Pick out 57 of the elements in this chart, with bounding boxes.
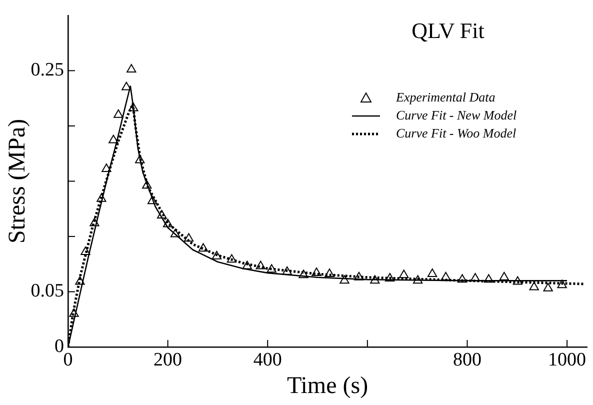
- point: [96, 193, 106, 202]
- point: [198, 243, 208, 252]
- legend-label: Curve Fit - New Model: [396, 107, 517, 122]
- point: [298, 270, 308, 278]
- point: [170, 228, 180, 238]
- x-tick-label: 200: [154, 349, 182, 370]
- point: [370, 275, 380, 284]
- point: [543, 282, 553, 292]
- point: [69, 308, 79, 317]
- y-tick-label: 0.05: [30, 280, 64, 302]
- point: [427, 268, 438, 278]
- point: [312, 267, 322, 276]
- point: [412, 275, 423, 284]
- legend-label: Curve Fit - Woo Model: [396, 125, 516, 140]
- point: [108, 134, 118, 144]
- y-tick-label: 0: [54, 336, 64, 357]
- x-axis-title: Time (s): [286, 372, 368, 399]
- point: [266, 264, 276, 273]
- point: [126, 64, 136, 73]
- point: [114, 109, 124, 118]
- point: [499, 272, 509, 280]
- point: [75, 276, 85, 285]
- x-tick-label: 800: [452, 349, 482, 370]
- point: [529, 282, 539, 290]
- point: [128, 102, 138, 112]
- point: [282, 266, 292, 275]
- point: [156, 210, 167, 218]
- point: [142, 180, 152, 189]
- point: [162, 218, 173, 228]
- point: [226, 254, 237, 263]
- legend-label: Experimental Data: [395, 89, 496, 104]
- point: [80, 246, 90, 255]
- point: [256, 260, 266, 270]
- y-axis-title: Stress (MPa): [4, 118, 31, 244]
- x-tick-label: 400: [253, 349, 282, 370]
- point: [242, 260, 252, 270]
- point: [122, 82, 132, 90]
- point: [557, 280, 567, 288]
- point: [324, 268, 334, 278]
- point: [512, 276, 522, 285]
- point: [135, 154, 145, 164]
- point: [212, 250, 222, 260]
- point: [470, 272, 480, 282]
- point: [385, 272, 395, 282]
- point: [148, 196, 158, 204]
- chart-title: QLV Fit: [412, 18, 484, 43]
- point: [102, 164, 112, 172]
- point: [457, 274, 468, 283]
- point: [340, 275, 350, 284]
- point: [484, 274, 494, 283]
- point: [354, 272, 364, 280]
- y-tick-label: 0.25: [30, 60, 64, 81]
- point: [90, 218, 100, 226]
- x-tick-label: 1000: [548, 349, 586, 370]
- point: [184, 233, 194, 242]
- point: [399, 270, 409, 278]
- point: [440, 272, 451, 280]
